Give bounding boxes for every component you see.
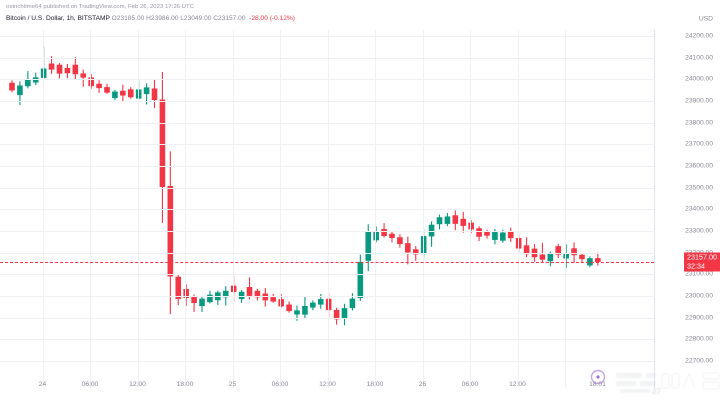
svg-text:27: 27 [652,387,661,395]
